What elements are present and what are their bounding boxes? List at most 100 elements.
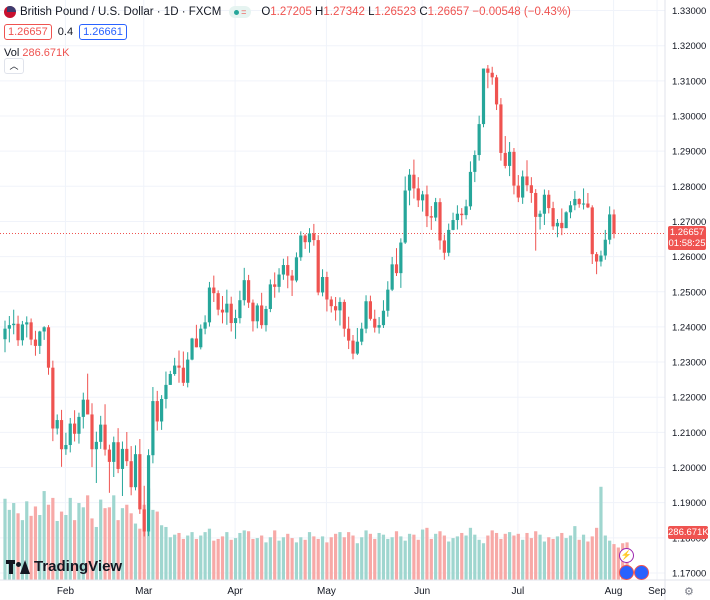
volume-bar: [3, 498, 7, 580]
volume-bar: [290, 538, 294, 580]
candle-body: [460, 213, 464, 216]
volume-bar: [377, 532, 381, 580]
volume-bar: [590, 536, 594, 580]
candle-body: [386, 289, 390, 311]
candle-body: [103, 424, 107, 450]
candle-body: [516, 185, 520, 198]
volume-bar: [125, 504, 129, 580]
candle-body: [255, 305, 259, 322]
candle-body: [608, 214, 612, 240]
chevron-up-icon[interactable]: ︿: [4, 58, 24, 74]
volume-bar: [164, 526, 168, 580]
candle-body: [94, 441, 98, 450]
volume-bar: [477, 539, 481, 580]
candle-body: [320, 276, 325, 293]
high-value: 1.27342: [323, 6, 365, 18]
volume-bar: [438, 531, 442, 580]
candle-body: [3, 328, 7, 340]
volume-bar: [586, 541, 590, 580]
volume-bar: [38, 514, 42, 580]
gear-icon[interactable]: ⚙: [684, 586, 694, 598]
price-tick-label: 1.24000: [672, 322, 706, 333]
candle-body: [368, 301, 372, 319]
candle-body: [33, 339, 38, 346]
close-label: C: [419, 6, 428, 18]
candle-body: [99, 424, 103, 442]
buy-button[interactable]: 1.26661: [79, 24, 127, 40]
price-axis[interactable]: 1.170001.180001.190001.200001.210001.220…: [664, 0, 706, 600]
candle-body: [334, 306, 338, 311]
lightning-icon[interactable]: ⚡: [619, 548, 634, 563]
candle-body: [247, 280, 251, 303]
spread-value: 0.4: [57, 26, 74, 38]
sell-button[interactable]: 1.26657: [4, 24, 52, 40]
volume-bar: [251, 538, 255, 580]
visibility-toggle[interactable]: =: [229, 6, 252, 18]
volume-bar: [481, 543, 486, 580]
candle-body: [477, 124, 481, 156]
tradingview-logo[interactable]: TradingView: [6, 558, 122, 575]
volume-bar: [247, 531, 251, 580]
candle-body: [207, 287, 212, 323]
volume-bar: [264, 542, 268, 580]
volume-bar: [603, 535, 607, 580]
time-tick-label: Jul: [511, 586, 524, 597]
symbol-title[interactable]: British Pound / U.S. Dollar · 1D · FXCM: [20, 6, 222, 18]
candle-body: [494, 77, 499, 105]
price-tick-label: 1.30000: [672, 112, 706, 123]
us-flag-icon[interactable]: [619, 565, 634, 580]
open-value: 1.27205: [270, 6, 312, 18]
candle-body: [542, 194, 546, 214]
volume-bar: [355, 543, 359, 580]
volume-bar: [512, 535, 516, 580]
candle-body: [325, 276, 329, 300]
status-dot-icon: [234, 9, 240, 15]
candle-body: [303, 235, 307, 243]
candle-body: [20, 324, 24, 341]
volume-bar: [421, 529, 425, 580]
price-tick-label: 1.22000: [672, 393, 706, 404]
volume-bar: [77, 503, 81, 580]
candle-body: [447, 229, 451, 253]
volume-bar: [86, 495, 90, 580]
volume-bar: [33, 506, 38, 580]
us-flag-icon[interactable]: [634, 565, 649, 580]
volume-bar: [499, 538, 503, 580]
volume-bar: [334, 533, 338, 580]
time-axis[interactable]: Feb Mar Apr May Jun Jul Aug Sep: [0, 579, 710, 597]
volume-bar: [381, 534, 386, 580]
volume-bar: [429, 538, 433, 580]
candle-body: [46, 327, 51, 368]
price-tick-label: 1.19000: [672, 498, 706, 509]
volume-bar: [277, 540, 281, 580]
price-tick-label: 1.27000: [672, 217, 706, 228]
volume-bar: [486, 535, 490, 580]
volume-bar: [216, 538, 220, 580]
volume-bar: [281, 537, 285, 580]
candle-body: [199, 328, 203, 348]
volume-bar: [364, 530, 368, 580]
price-tick-label: 1.26000: [672, 252, 706, 263]
candle-body: [29, 322, 33, 340]
candle-body: [86, 399, 90, 415]
volume-bar: [325, 542, 329, 580]
candle-body: [329, 299, 333, 307]
volume-bar: [186, 535, 190, 580]
volume-bar: [551, 538, 555, 580]
volume-bar: [16, 513, 20, 580]
volume-bar: [525, 532, 529, 580]
candle-body: [351, 340, 355, 354]
candle-body: [547, 194, 551, 209]
candle-body: [42, 327, 46, 332]
volume-bar: [59, 511, 64, 580]
volume-bar: [199, 535, 203, 580]
volume-bar: [173, 534, 177, 580]
candle-body: [603, 239, 607, 256]
candle-body: [377, 325, 381, 328]
candle-body: [142, 509, 146, 532]
volume-bar: [233, 538, 238, 580]
price-tick-label: 1.32000: [672, 41, 706, 52]
volume-bar: [608, 540, 612, 580]
candle-body: [512, 151, 516, 186]
